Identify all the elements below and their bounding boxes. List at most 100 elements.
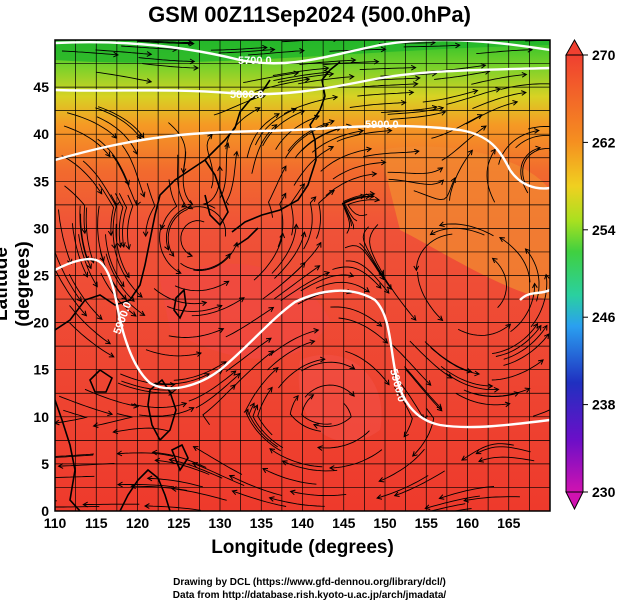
streamline bbox=[515, 134, 550, 149]
streamline bbox=[404, 366, 442, 409]
streamline bbox=[55, 506, 100, 508]
streamline bbox=[254, 108, 297, 146]
streamline-arrow bbox=[316, 241, 322, 248]
streamline bbox=[192, 462, 245, 487]
streamline bbox=[332, 266, 382, 289]
streamline-arrow bbox=[105, 339, 112, 345]
streamline-arrow bbox=[324, 271, 331, 277]
streamline-arrow bbox=[299, 48, 305, 54]
streamline bbox=[248, 50, 304, 56]
x-tick-label: 115 bbox=[85, 515, 108, 531]
streamline bbox=[445, 373, 499, 391]
streamline bbox=[317, 430, 370, 449]
streamline bbox=[424, 341, 472, 373]
streamline-arrow bbox=[467, 149, 473, 156]
x-tick-label: 155 bbox=[415, 515, 439, 531]
streamline-arrow bbox=[269, 47, 276, 53]
streamline bbox=[394, 386, 413, 437]
streamline-arrow bbox=[350, 57, 357, 64]
streamline-arrow bbox=[438, 494, 445, 500]
streamline-arrow bbox=[323, 123, 330, 129]
streamline-arrow bbox=[472, 88, 479, 95]
streamline bbox=[320, 148, 372, 172]
streamline-arrow bbox=[412, 81, 419, 87]
streamline bbox=[461, 443, 514, 461]
streamline-arrow bbox=[187, 204, 194, 210]
streamline-arrow bbox=[113, 51, 119, 58]
streamline-arrow bbox=[234, 372, 241, 379]
coastlines bbox=[55, 61, 341, 511]
streamline-arrow bbox=[116, 450, 123, 457]
streamline bbox=[55, 475, 95, 478]
streamline-arrow bbox=[201, 300, 208, 307]
streamline bbox=[446, 88, 501, 105]
streamline bbox=[311, 130, 364, 153]
streamline bbox=[315, 281, 370, 293]
geopotential-contours bbox=[55, 40, 550, 429]
streamline-arrow bbox=[366, 146, 373, 153]
streamline-arrow bbox=[316, 445, 323, 451]
streamline bbox=[369, 224, 384, 276]
streamline bbox=[491, 359, 544, 381]
streamline bbox=[391, 344, 432, 386]
streamline bbox=[69, 322, 115, 358]
streamline-arrow bbox=[384, 288, 390, 294]
x-tick-label: 130 bbox=[208, 515, 232, 531]
streamline-arrow bbox=[125, 244, 131, 251]
streamline bbox=[98, 183, 115, 236]
streamline bbox=[167, 305, 222, 312]
streamline-arrow bbox=[108, 352, 115, 358]
streamline bbox=[95, 71, 152, 83]
streamline bbox=[118, 193, 128, 248]
streamline bbox=[465, 101, 518, 125]
streamline bbox=[61, 50, 118, 56]
streamline-arrow bbox=[204, 373, 211, 379]
streamline bbox=[441, 125, 487, 161]
streamline bbox=[522, 147, 550, 184]
streamline bbox=[345, 260, 390, 294]
streamline-arrow bbox=[253, 404, 259, 411]
streamline-arrow bbox=[380, 46, 387, 53]
streamline bbox=[55, 453, 94, 457]
streamline-arrow bbox=[231, 489, 238, 496]
streamline bbox=[95, 49, 152, 55]
streamline-arrow bbox=[268, 350, 275, 356]
streamline-arrow bbox=[111, 243, 117, 250]
streamline-arrow bbox=[505, 323, 512, 330]
streamline-arrow bbox=[328, 71, 335, 78]
streamline bbox=[440, 366, 493, 387]
streamline bbox=[168, 328, 224, 338]
streamline-arrow bbox=[309, 339, 316, 345]
streamline-arrow bbox=[454, 42, 461, 49]
streamline-arrow bbox=[438, 105, 445, 112]
streamline-arrow bbox=[403, 431, 409, 438]
streamline-arrow bbox=[233, 241, 239, 248]
streamline-arrow bbox=[268, 496, 275, 502]
streamline bbox=[390, 111, 446, 120]
streamline bbox=[376, 475, 429, 499]
streamline bbox=[117, 382, 173, 394]
streamline bbox=[248, 403, 278, 448]
streamline-arrow bbox=[112, 428, 119, 435]
streamline bbox=[273, 71, 329, 82]
streamline bbox=[387, 167, 443, 175]
y-tick-label: 35 bbox=[33, 173, 49, 189]
streamline-arrow bbox=[107, 410, 114, 417]
contour-label: 5800.0 bbox=[230, 89, 264, 101]
streamline bbox=[187, 206, 227, 237]
streamline bbox=[268, 329, 319, 357]
streamline-arrow bbox=[446, 373, 453, 379]
y-tick-label: 30 bbox=[33, 220, 49, 236]
streamline-arrow bbox=[498, 237, 505, 243]
streamline-arrow bbox=[262, 44, 268, 51]
streamline bbox=[177, 154, 187, 208]
streamline-arrow bbox=[410, 315, 417, 321]
streamline bbox=[55, 409, 88, 424]
wind-streamlines bbox=[55, 40, 550, 511]
streamline-arrow bbox=[96, 314, 103, 321]
streamline-arrow bbox=[382, 338, 389, 344]
streamline-arrow bbox=[437, 315, 444, 322]
streamline bbox=[55, 454, 94, 458]
streamline bbox=[474, 388, 530, 397]
streamline-arrow bbox=[146, 475, 153, 482]
